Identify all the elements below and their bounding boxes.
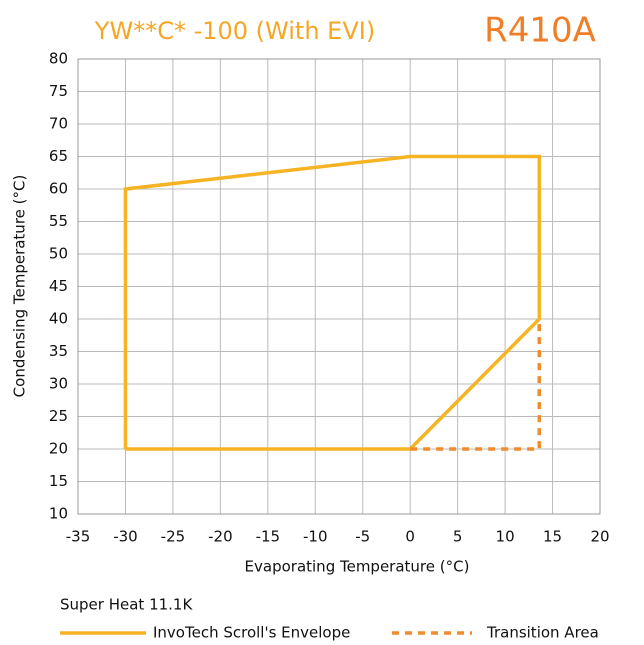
y-tick-label: 70 <box>49 115 68 133</box>
series-line <box>123 154 542 451</box>
x-tick-label: -10 <box>303 528 328 546</box>
x-tick-label: 10 <box>496 528 515 546</box>
y-tick-label: 20 <box>49 440 68 458</box>
x-tick-label: -30 <box>113 528 138 546</box>
y-tick-label: 60 <box>49 180 68 198</box>
x-tick-label: 5 <box>453 528 463 546</box>
series-line <box>410 319 542 451</box>
plot-frame <box>77 58 601 515</box>
legend-label: InvoTech Scroll's Envelope <box>153 624 350 642</box>
x-tick-label: -15 <box>256 528 281 546</box>
y-tick-label: 75 <box>49 82 68 100</box>
y-tick-label: 10 <box>49 505 68 523</box>
y-tick-label: 30 <box>49 375 68 393</box>
x-axis-label: Evaporating Temperature (°C) <box>245 558 470 576</box>
y-tick-label: 50 <box>49 245 68 263</box>
x-tick-label: -35 <box>66 528 91 546</box>
x-tick-label: 20 <box>590 528 609 546</box>
x-tick-label: 15 <box>543 528 562 546</box>
y-tick-label: 55 <box>49 212 68 230</box>
x-tick-label: -25 <box>161 528 186 546</box>
x-tick-label: 0 <box>405 528 415 546</box>
y-tick-label: 15 <box>49 472 68 490</box>
y-axis-label: Condensing Temperature (°C) <box>11 175 29 398</box>
y-tick-label: 45 <box>49 277 68 295</box>
y-tick-label: 40 <box>49 310 68 328</box>
chart-subtitle: R410A <box>484 11 596 51</box>
y-tick-label: 65 <box>49 147 68 165</box>
x-tick-label: -20 <box>208 528 233 546</box>
y-tick-label: 80 <box>49 50 68 68</box>
annotation: Super Heat 11.1K <box>60 596 193 614</box>
legend-label: Transition Area <box>486 624 599 642</box>
y-tick-label: 35 <box>49 342 68 360</box>
chart-title: YW**C* -100 (With EVI) <box>94 17 375 45</box>
x-tick-label: -5 <box>355 528 370 546</box>
y-tick-label: 25 <box>49 407 68 425</box>
